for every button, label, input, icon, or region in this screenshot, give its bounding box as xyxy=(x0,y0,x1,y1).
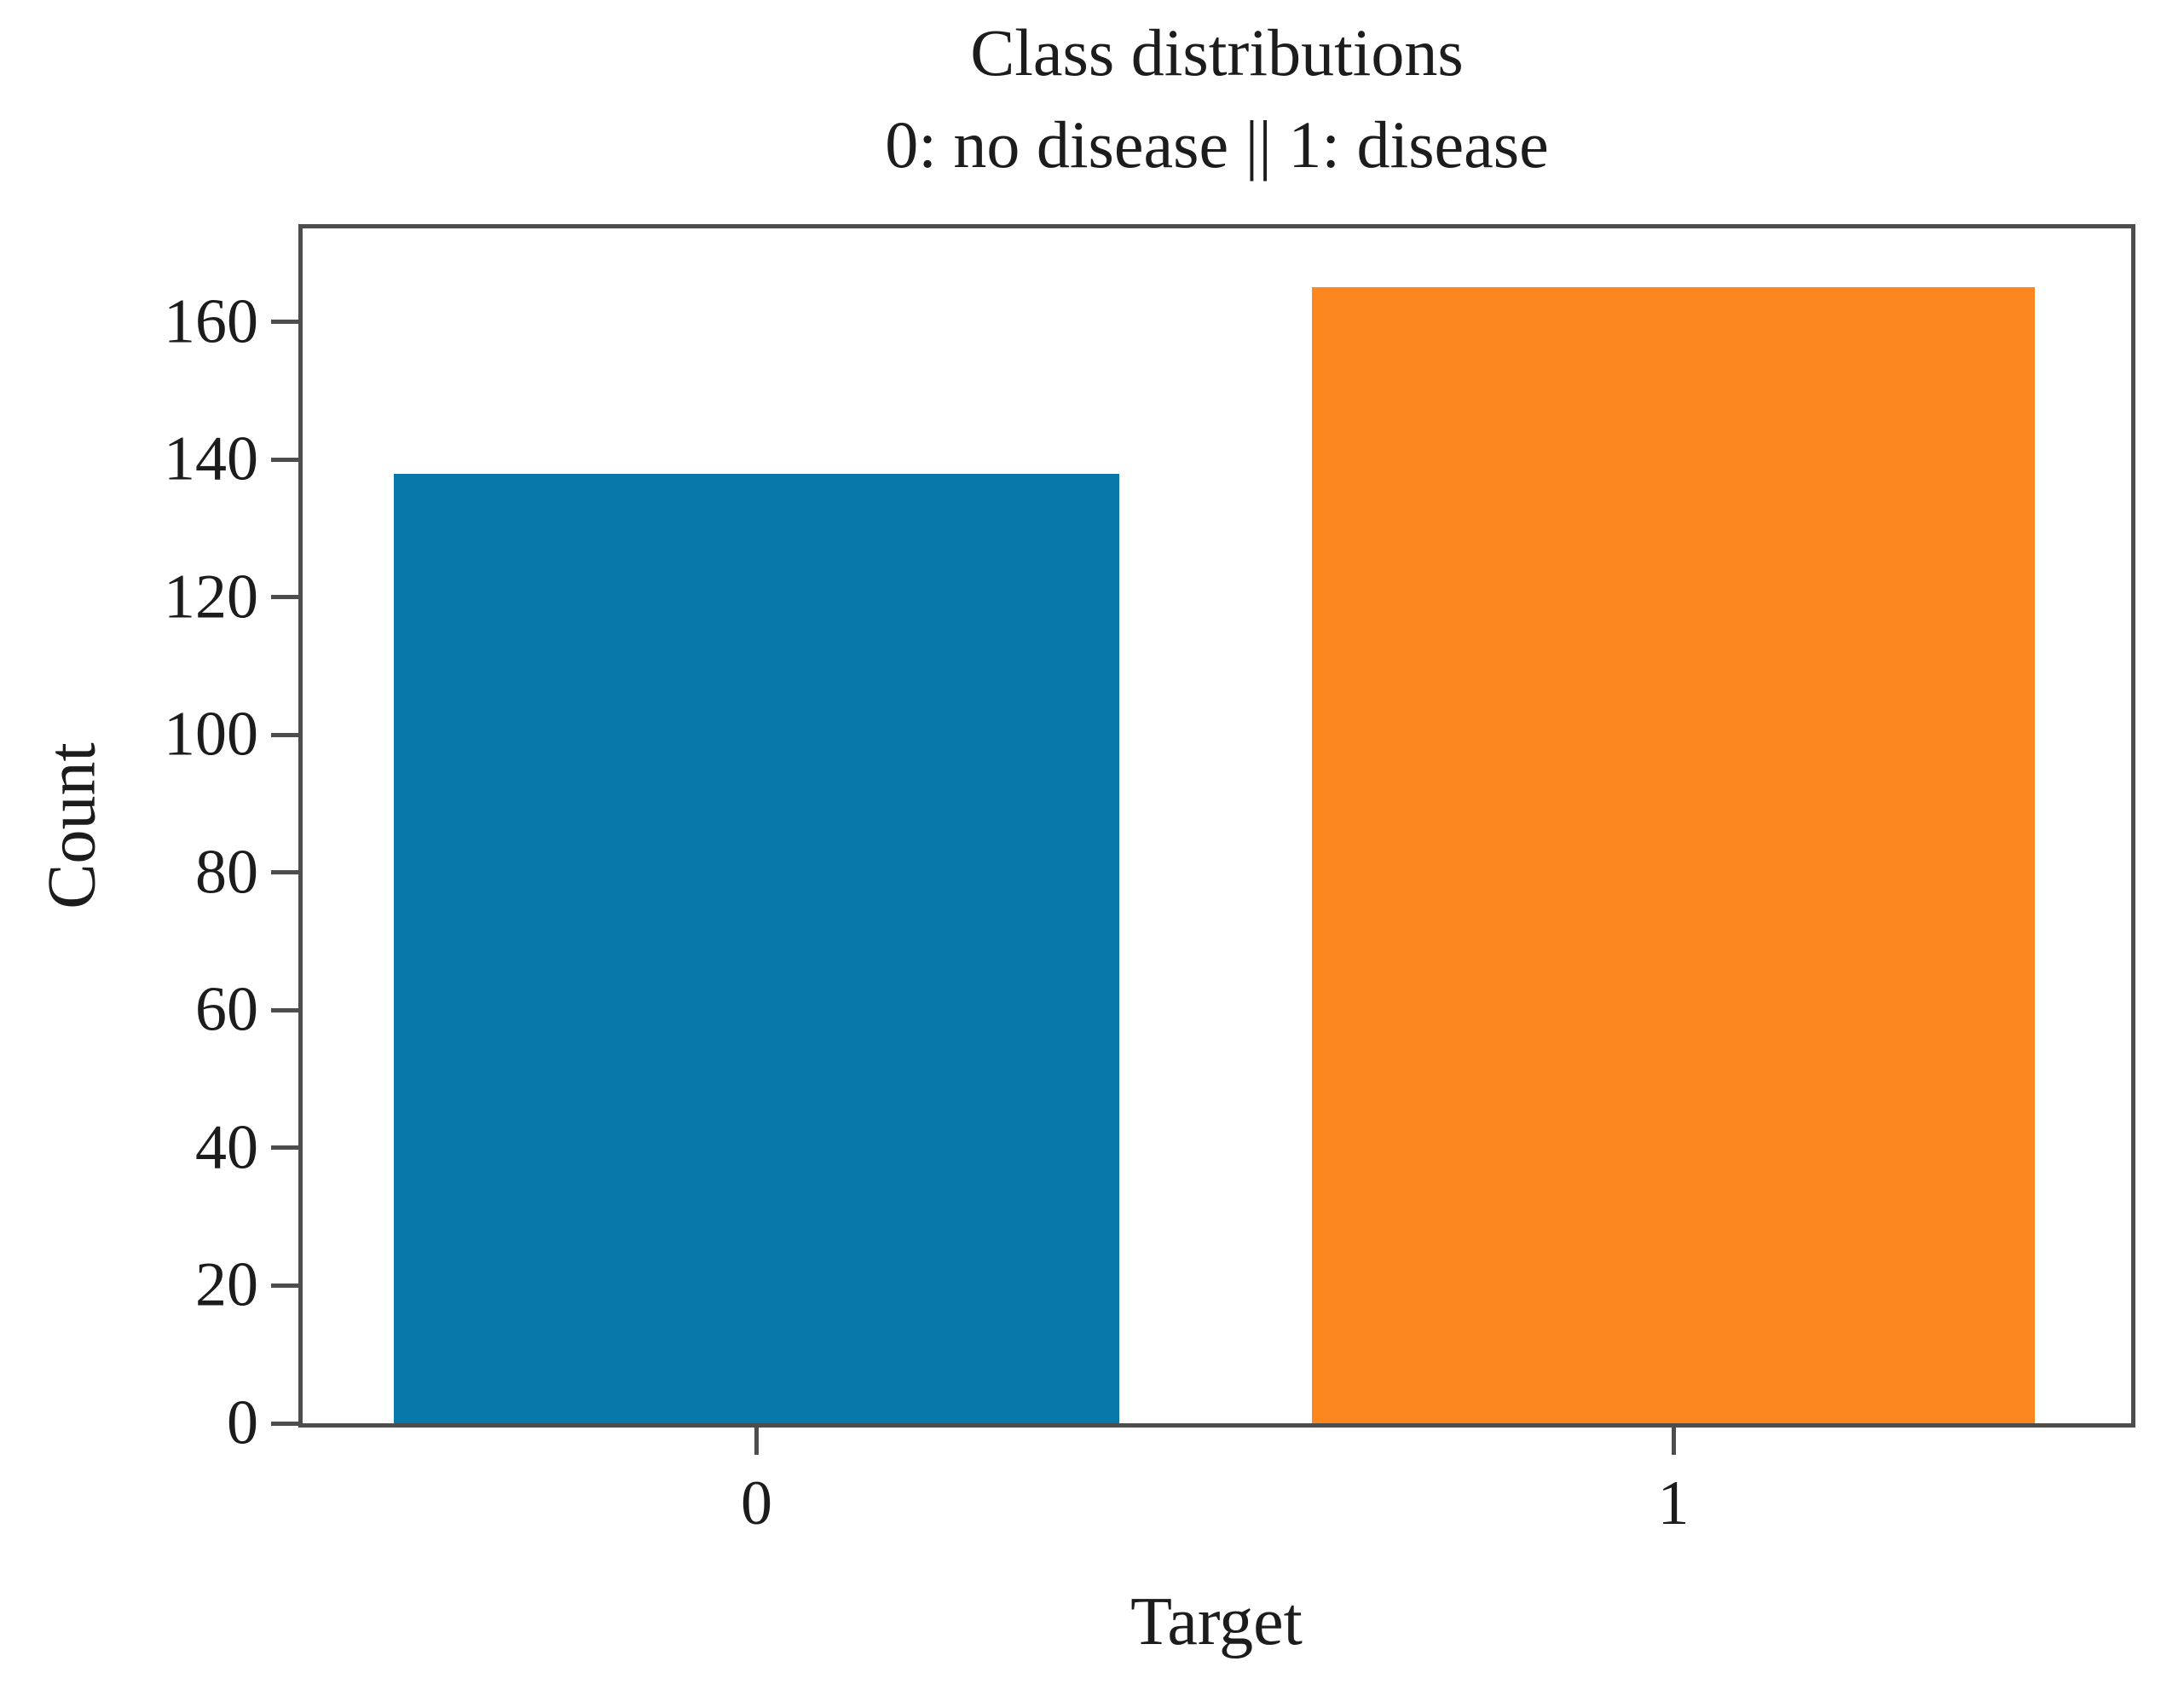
x-tick-mark-0 xyxy=(754,1428,759,1455)
bar-category-0 xyxy=(394,474,1119,1423)
y-tick-mark-160 xyxy=(271,320,298,325)
y-tick-label-0: 0 xyxy=(227,1387,258,1458)
chart-subtitle: 0: no disease || 1: disease xyxy=(885,107,1549,182)
y-tick-mark-100 xyxy=(271,732,298,737)
y-tick-label-160: 160 xyxy=(164,286,258,357)
y-tick-label-100: 100 xyxy=(164,699,258,770)
y-tick-mark-60 xyxy=(271,1007,298,1012)
x-tick-mark-1 xyxy=(1671,1428,1676,1455)
chart-title: Class distributions xyxy=(970,15,1464,89)
x-tick-label-0: 0 xyxy=(741,1468,772,1538)
y-tick-mark-120 xyxy=(271,595,298,600)
y-tick-label-140: 140 xyxy=(164,424,258,494)
x-axis-label: Target xyxy=(1130,1584,1303,1659)
y-tick-mark-40 xyxy=(271,1145,298,1151)
chart-title-block: Class distributions 0: no disease || 1: … xyxy=(298,7,2135,190)
y-tick-mark-0 xyxy=(271,1421,298,1426)
y-tick-label-20: 20 xyxy=(195,1249,258,1320)
y-tick-mark-140 xyxy=(271,457,298,462)
y-axis-label: Count xyxy=(34,742,110,909)
y-tick-label-40: 40 xyxy=(195,1112,258,1183)
plot-area: 0 20 40 60 80 100 120 140 160 0 1 xyxy=(164,224,2135,1538)
y-tick-mark-20 xyxy=(271,1283,298,1288)
bar-category-1 xyxy=(1312,287,2035,1423)
y-tick-mark-80 xyxy=(271,870,298,875)
x-tick-label-1: 1 xyxy=(1657,1468,1690,1538)
y-tick-label-80: 80 xyxy=(195,837,258,908)
y-tick-label-60: 60 xyxy=(195,974,258,1045)
y-tick-label-120: 120 xyxy=(164,562,258,632)
